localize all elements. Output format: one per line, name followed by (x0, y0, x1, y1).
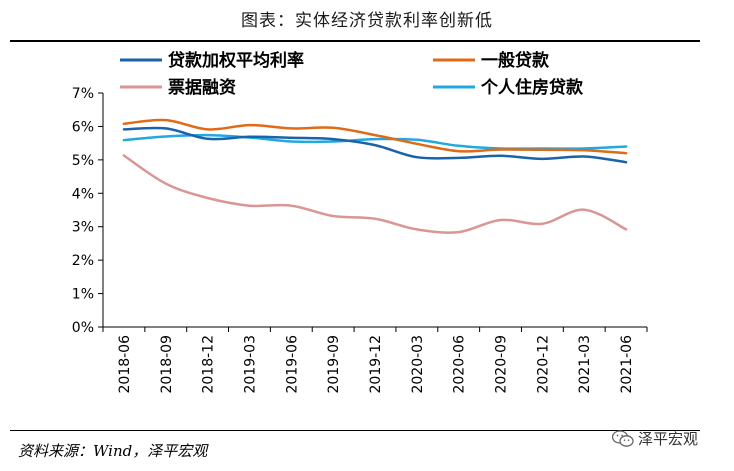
y-tick-label: 3% (72, 220, 94, 236)
y-tick-label: 4% (72, 186, 94, 202)
x-tick-label: 2018-12 (201, 335, 217, 394)
legend-label-3: 个人住房贷款 (480, 77, 584, 98)
watermark: 泽平宏观 (612, 428, 698, 449)
watermark-text: 泽平宏观 (638, 430, 699, 448)
x-tick-label: 2018-06 (117, 335, 133, 394)
x-tick-label: 2019-09 (326, 335, 342, 394)
x-tick-label: 2021-06 (619, 335, 635, 394)
y-tick-label: 7% (72, 86, 94, 102)
y-tick-label: 6% (72, 119, 94, 135)
series-line-3 (122, 133, 628, 150)
series-line-2 (122, 154, 628, 234)
x-tick-label: 2021-03 (577, 335, 593, 394)
y-tick-label: 1% (72, 287, 94, 303)
x-tick-label: 2020-03 (410, 335, 426, 394)
x-tick-label: 2018-09 (159, 335, 175, 394)
y-tick-label: 0% (72, 320, 94, 336)
wechat-icon (612, 429, 634, 447)
footer-rule (10, 430, 700, 431)
x-tick-label: 2019-06 (284, 335, 300, 394)
y-tick-label: 5% (72, 153, 94, 169)
legend-label-0: 贷款加权平均利率 (168, 50, 304, 71)
title-rule (10, 40, 700, 42)
chart-axes: 0% 1% 2% 3% 4% 5% 6% 7% 2018-06 2018-09 2018-12 201… (72, 86, 648, 394)
chart-title: 图表：实体经济贷款利率创新低 (241, 11, 493, 31)
y-tick-label: 2% (72, 253, 94, 269)
x-tick-label: 2019-03 (242, 335, 258, 394)
series-line-1 (122, 118, 628, 155)
legend-label-1: 一般贷款 (481, 50, 550, 71)
source-note: 资料来源：Wind，泽平宏观 (18, 442, 208, 460)
x-tick-label: 2019-12 (368, 335, 384, 394)
legend-label-2: 票据融资 (168, 77, 236, 98)
series-line-0 (122, 126, 628, 164)
x-tick-label: 2020-06 (452, 335, 468, 394)
x-tick-label: 2020-12 (535, 335, 551, 394)
x-tick-label: 2020-09 (494, 335, 510, 394)
chart-series (122, 118, 628, 234)
